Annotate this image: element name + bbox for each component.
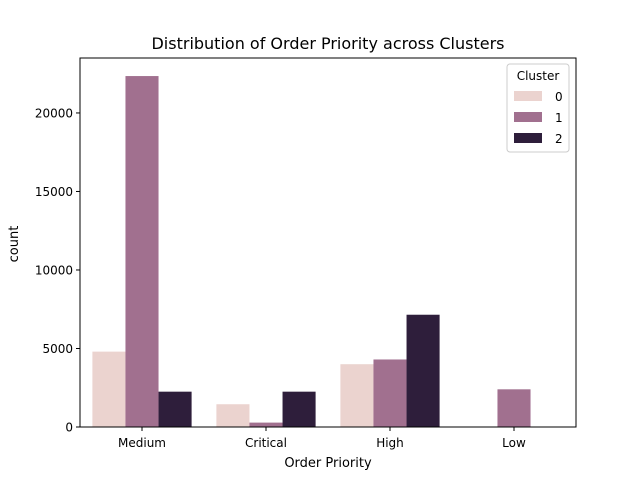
y-tick-label: 5000 — [42, 342, 73, 356]
legend-swatch-cluster-0 — [514, 91, 542, 101]
y-tick-label: 0 — [65, 421, 73, 435]
legend-box — [506, 63, 570, 153]
chart-title: Distribution of Order Priority across Cl… — [151, 34, 504, 53]
plot-frame — [79, 57, 577, 428]
y-axis-label: count — [7, 226, 22, 263]
legend-label-cluster-0: 0 — [555, 90, 563, 104]
y-axis: 0 5000 10000 15000 20000 — [35, 106, 80, 435]
bar-high-cluster-0 — [340, 364, 374, 427]
y-tick-label: 20000 — [35, 106, 73, 120]
bar-critical-cluster-2 — [282, 391, 316, 427]
legend-label-cluster-2: 2 — [555, 132, 563, 146]
y-tick-label: 15000 — [35, 185, 73, 199]
x-tick-label: Low — [502, 436, 526, 450]
x-axis-label: Order Priority — [284, 456, 372, 471]
bar-medium-cluster-2 — [158, 391, 192, 427]
legend-swatch-cluster-1 — [514, 112, 542, 122]
x-tick-label: Medium — [118, 436, 166, 450]
plot-area — [79, 57, 577, 428]
x-tick-label: High — [376, 436, 404, 450]
legend-label-cluster-1: 1 — [555, 111, 563, 125]
bar-high-cluster-2 — [406, 314, 440, 427]
bar-medium-cluster-1 — [125, 76, 159, 428]
legend-title: Cluster — [517, 69, 560, 83]
bar-high-cluster-1 — [373, 359, 407, 427]
bar-critical-cluster-1 — [249, 422, 283, 427]
bar-low-cluster-1 — [497, 389, 531, 427]
bar-medium-cluster-0 — [92, 351, 126, 427]
x-tick-label: Critical — [245, 436, 287, 450]
bar-critical-cluster-0 — [216, 404, 250, 427]
y-tick-label: 10000 — [35, 263, 73, 277]
legend: Cluster 0 1 2 — [506, 63, 570, 153]
legend-swatch-cluster-2 — [514, 133, 542, 143]
x-axis: Medium Critical High Low — [118, 427, 526, 450]
